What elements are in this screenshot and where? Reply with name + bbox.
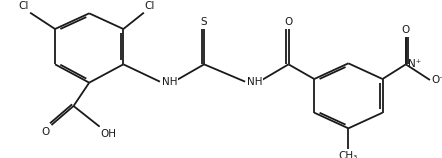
Text: NH: NH bbox=[162, 77, 177, 87]
Text: O: O bbox=[402, 25, 410, 35]
Text: O: O bbox=[284, 17, 293, 27]
Text: O⁻: O⁻ bbox=[431, 75, 442, 85]
Text: OH: OH bbox=[101, 129, 117, 139]
Text: NH: NH bbox=[247, 77, 263, 87]
Text: Cl: Cl bbox=[145, 1, 155, 11]
Text: Cl: Cl bbox=[19, 1, 29, 11]
Text: O: O bbox=[41, 127, 50, 137]
Text: S: S bbox=[201, 17, 207, 27]
Text: N⁺: N⁺ bbox=[408, 59, 421, 69]
Text: CH₃: CH₃ bbox=[339, 151, 358, 158]
